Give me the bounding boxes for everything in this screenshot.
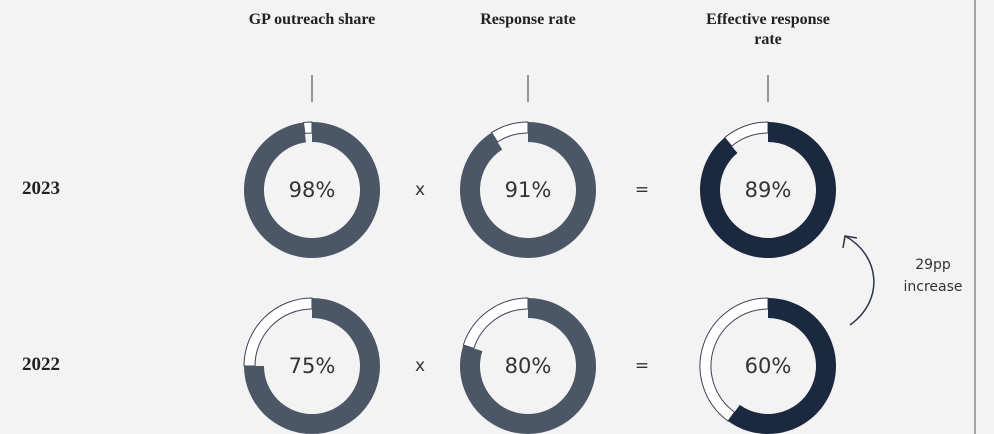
donut-remainder <box>490 121 529 143</box>
value-label: 91% <box>505 178 552 202</box>
row-label: 2022 <box>22 354 60 375</box>
column-header: GP outreach share <box>248 11 376 28</box>
operator: = <box>635 180 649 200</box>
donut-arc <box>244 122 381 258</box>
value-label: 75% <box>289 354 336 378</box>
donut-remainder <box>462 297 529 350</box>
donut-arc <box>699 122 836 258</box>
donut-remainder <box>723 121 769 147</box>
operator: x <box>415 356 425 376</box>
row-label: 2023 <box>22 178 60 199</box>
donut-arc <box>460 122 596 258</box>
arrow <box>844 235 875 326</box>
operator: x <box>415 180 425 200</box>
column-header: Effective response rate <box>706 11 830 48</box>
donut-arc <box>460 298 596 434</box>
value-label: 60% <box>745 354 792 378</box>
value-label: 80% <box>505 354 552 378</box>
value-label: 89% <box>745 178 792 202</box>
arrow-head <box>842 235 858 249</box>
column-header: Response rate <box>480 11 576 28</box>
donut-remainder <box>302 121 313 135</box>
operator: = <box>635 356 649 376</box>
value-label: 98% <box>289 178 336 202</box>
donut-arc <box>244 298 380 434</box>
donut-arc <box>728 298 836 434</box>
annotation: 29pp increase <box>903 257 963 295</box>
